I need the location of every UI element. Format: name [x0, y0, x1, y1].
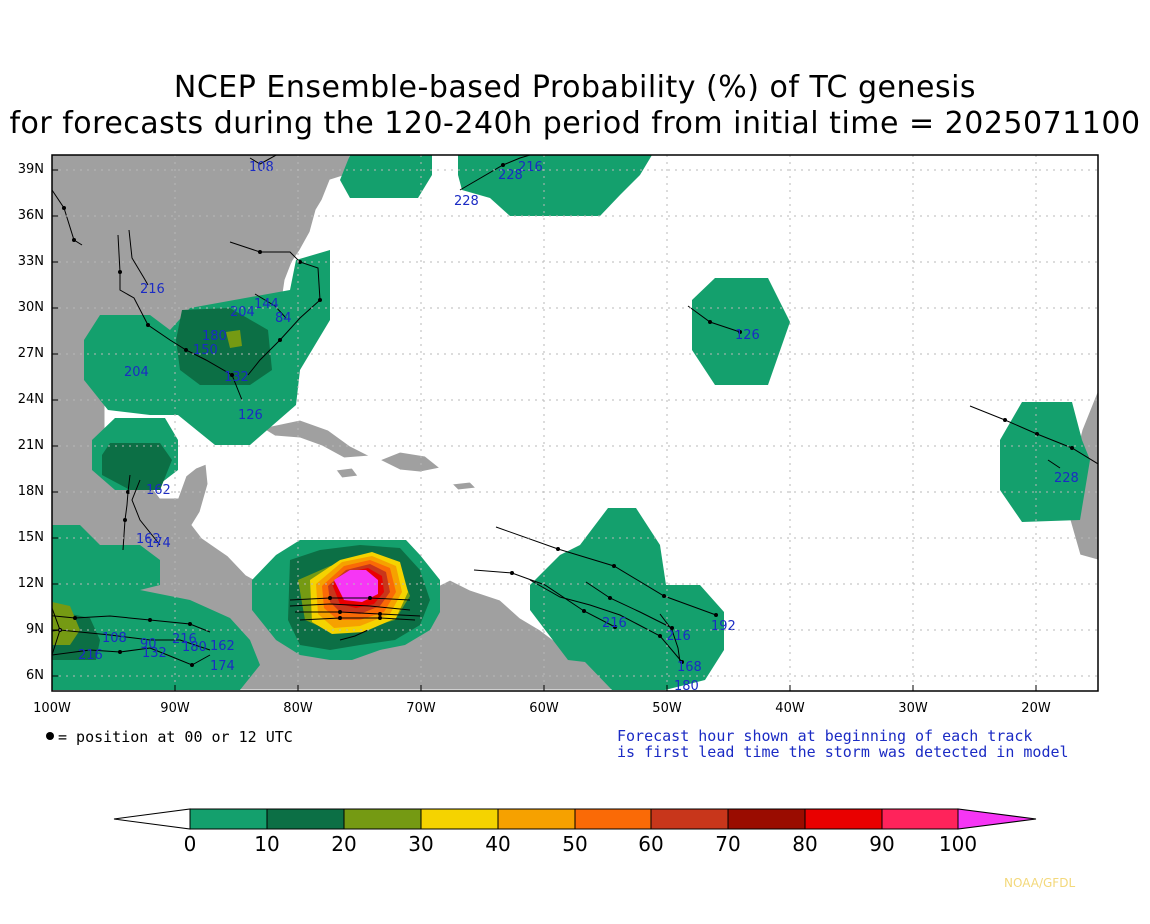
colorbar-high-arrow	[957, 808, 1037, 830]
track-label: 216	[172, 632, 197, 647]
lon-label: 40W	[775, 701, 805, 716]
track-label: 228	[454, 194, 479, 209]
colorbar-box	[727, 808, 806, 830]
chart-title-line-1: NCEP Ensemble-based Probability (%) of T…	[173, 70, 977, 105]
chart-title-line-2: for forecasts during the 120-240h period…	[9, 106, 1141, 141]
colorbar-box	[343, 808, 422, 830]
colorbar-label: 20	[331, 832, 357, 856]
colorbar-label: 100	[938, 832, 978, 856]
lat-label: 39N	[17, 162, 44, 177]
track-label: 228	[1054, 471, 1079, 486]
cuba-island	[260, 419, 372, 459]
lat-label: 12N	[17, 576, 44, 591]
colorbar-label: 70	[715, 832, 741, 856]
track-label: 132	[142, 646, 167, 661]
lon-label: 100W	[33, 701, 71, 716]
position-legend-text: = position at 00 or 12 UTC	[58, 728, 293, 746]
colorbar-label: 10	[254, 832, 280, 856]
track-label: 174	[210, 659, 235, 674]
track-label: 126	[735, 328, 760, 343]
lat-label: 30N	[17, 300, 44, 315]
track-label: 162	[146, 483, 171, 498]
lon-label: 60W	[529, 701, 559, 716]
puerto-rico-island	[450, 481, 478, 491]
colorbar-box	[574, 808, 652, 830]
lat-label: 27N	[17, 346, 44, 361]
lat-label: 18N	[17, 484, 44, 499]
colorbar-label: 40	[485, 832, 511, 856]
colorbar-label: 0	[183, 832, 197, 856]
colorbar-box	[881, 808, 959, 830]
colorbar-box	[420, 808, 499, 830]
track-label: 84	[275, 311, 292, 326]
forecast-note-line-1: Forecast hour shown at beginning of each…	[617, 727, 1033, 745]
map-frame	[51, 154, 1099, 692]
track-label: 162	[136, 532, 161, 547]
colorbar-box	[650, 808, 729, 830]
lat-label: 36N	[17, 208, 44, 223]
credit-text: NOAA/GFDL	[1004, 876, 1076, 890]
track-label: 174	[146, 536, 171, 551]
track-label: 180	[674, 679, 699, 694]
colorbar-box	[804, 808, 883, 830]
lon-label: 20W	[1021, 701, 1051, 716]
colorbar-label: 50	[562, 832, 588, 856]
lon-label: 30W	[898, 701, 928, 716]
lat-label: 9N	[26, 622, 44, 637]
track-label: 204	[230, 305, 255, 320]
lat-label: 6N	[26, 668, 44, 683]
colorbar-label: 30	[408, 832, 434, 856]
track-label: 180	[182, 640, 207, 655]
track-label: 144	[254, 297, 279, 312]
jamaica-island	[335, 467, 359, 479]
track-label: 162	[210, 639, 235, 654]
lat-label: 24N	[17, 392, 44, 407]
position-dot-icon	[46, 732, 54, 740]
track-label: 204	[124, 365, 149, 380]
track-label: 132	[224, 370, 249, 385]
track-label: 180	[202, 329, 227, 344]
lon-label: 90W	[160, 701, 190, 716]
map-gridlines	[52, 155, 1098, 691]
colorbar-label: 60	[638, 832, 664, 856]
track-label: 216	[666, 629, 691, 644]
track-label: 90	[140, 637, 157, 652]
track-label: 168	[677, 660, 702, 675]
colorbar-label: 80	[792, 832, 818, 856]
track-label: 150	[193, 343, 218, 358]
track-position-dots	[58, 163, 1074, 667]
track-label: 216	[518, 160, 543, 175]
track-label: 216	[602, 616, 627, 631]
position-legend: = position at 00 or 12 UTC	[46, 728, 293, 746]
lon-label: 70W	[406, 701, 436, 716]
colorbar	[113, 808, 1037, 830]
forecast-hour-note: Forecast hour shown at beginning of each…	[617, 728, 1069, 760]
track-label: 192	[711, 619, 736, 634]
track-label: 108	[102, 631, 127, 646]
track-label: 126	[238, 408, 263, 423]
lon-label: 80W	[283, 701, 313, 716]
lat-label: 21N	[17, 438, 44, 453]
track-label: 228	[498, 168, 523, 183]
forecast-note-line-2: is first lead time the storm was detecte…	[617, 743, 1069, 761]
colorbar-box	[497, 808, 576, 830]
track-label: 108	[249, 160, 274, 175]
colorbar-box	[189, 808, 268, 830]
colorbar-low-arrow	[113, 808, 191, 830]
track-label: 216	[78, 648, 103, 663]
hispaniola-island	[378, 451, 442, 473]
colorbar-label: 90	[869, 832, 895, 856]
lat-label: 33N	[17, 254, 44, 269]
lon-label: 50W	[652, 701, 682, 716]
track-label: 216	[140, 282, 165, 297]
lat-label: 15N	[17, 530, 44, 545]
axis-ticks	[51, 169, 1037, 691]
colorbar-box	[266, 808, 345, 830]
